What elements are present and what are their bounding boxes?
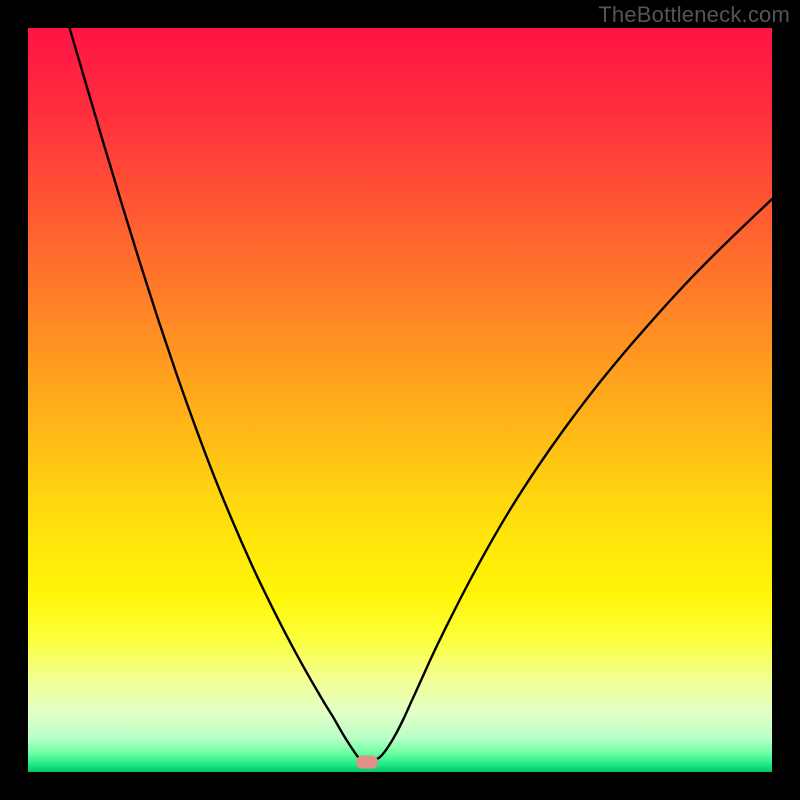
chart-container: TheBottleneck.com [0, 0, 800, 800]
plot-area [28, 28, 772, 772]
optimal-point-marker [356, 755, 378, 768]
watermark-text: TheBottleneck.com [598, 2, 790, 28]
curve-layer [28, 28, 772, 772]
bottleneck-curve [65, 28, 772, 760]
